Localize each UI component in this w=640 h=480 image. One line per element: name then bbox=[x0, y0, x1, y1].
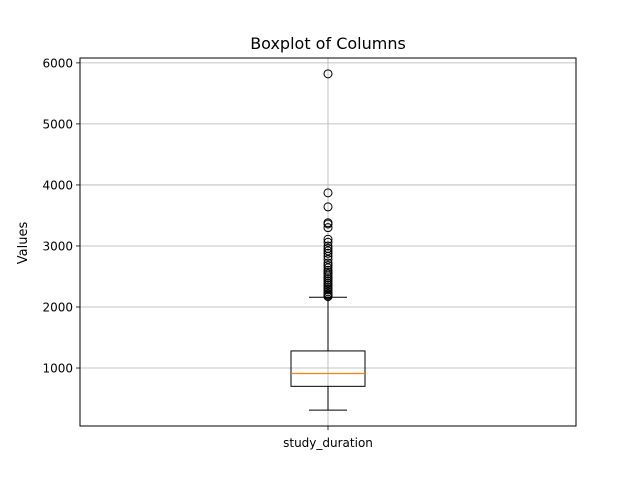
y-axis-label: Values bbox=[16, 222, 31, 265]
outlier-point bbox=[323, 241, 333, 251]
y-tick-label: 1000 bbox=[42, 362, 73, 376]
y-tick-label: 6000 bbox=[42, 56, 73, 70]
outlier-point bbox=[323, 237, 333, 247]
outlier-point bbox=[323, 69, 333, 79]
outlier-point bbox=[323, 243, 333, 253]
outlier-point bbox=[323, 248, 333, 258]
y-tick-label: 3000 bbox=[42, 239, 73, 253]
outlier-point bbox=[323, 218, 333, 228]
axes: 1000 2000 3000 4000 5000 6000 study_duration bbox=[42, 56, 372, 450]
outlier-point bbox=[323, 265, 333, 275]
outlier-point bbox=[323, 254, 333, 264]
x-tick-label: study_duration bbox=[283, 436, 373, 450]
outlier-point bbox=[323, 260, 333, 270]
chart-title: Boxplot of Columns bbox=[250, 34, 406, 53]
y-tick-label: 4000 bbox=[42, 178, 73, 192]
outlier-point bbox=[323, 202, 333, 212]
outlier-point bbox=[323, 234, 333, 244]
plot-data bbox=[290, 69, 366, 411]
y-tick-label: 5000 bbox=[42, 117, 73, 131]
y-tick-label: 2000 bbox=[42, 300, 73, 314]
outlier-point bbox=[323, 263, 333, 273]
outlier-point bbox=[323, 188, 333, 198]
outlier-point bbox=[323, 258, 333, 268]
iqr-box bbox=[290, 350, 366, 387]
outlier-point bbox=[323, 223, 333, 233]
outlier-point bbox=[323, 246, 333, 256]
